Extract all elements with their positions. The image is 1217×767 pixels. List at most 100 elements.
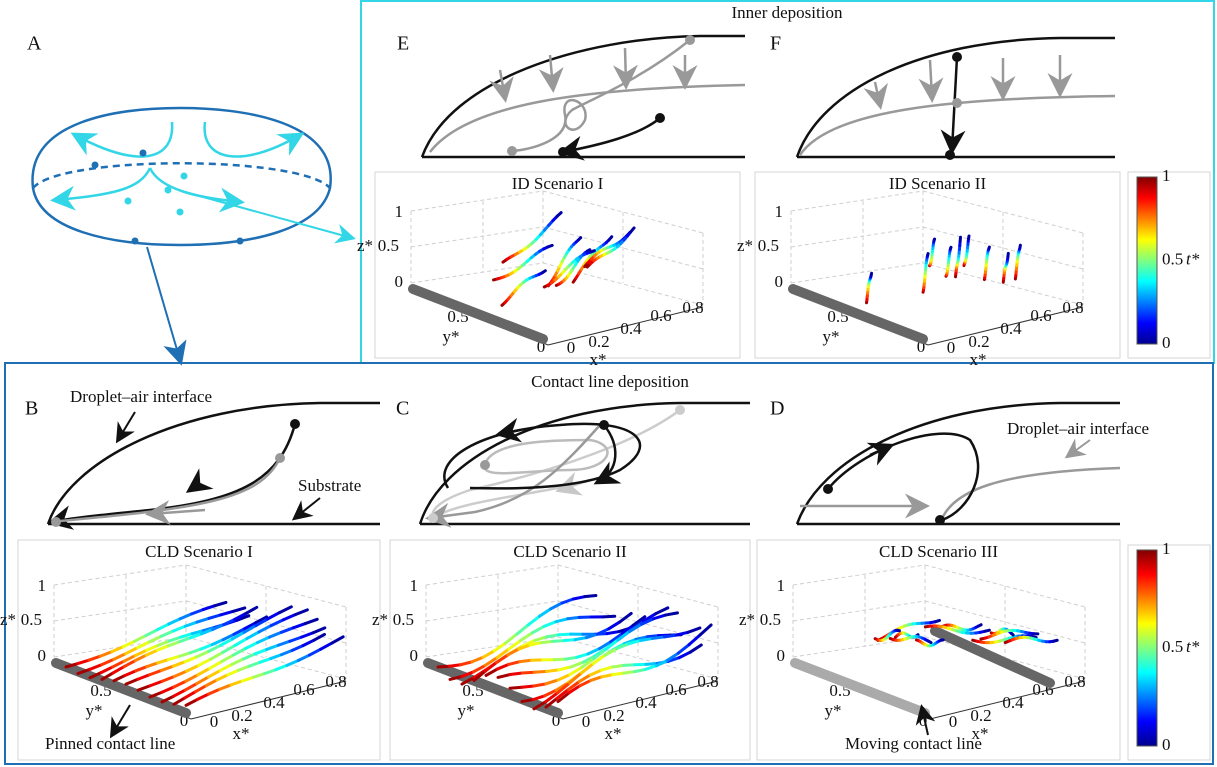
x-tick-label: 0.4 [1000, 319, 1022, 338]
trajectory [281, 613, 297, 622]
trajectory [618, 611, 633, 624]
contact-line [423, 658, 563, 718]
trajectory [575, 652, 590, 659]
trajectory [557, 632, 573, 637]
trajectory [585, 248, 592, 253]
trajectory [554, 681, 570, 692]
trajectory [532, 635, 549, 643]
trajectory [144, 628, 159, 638]
trajectory [243, 621, 258, 631]
grid-line [792, 564, 926, 586]
y-axis-label: y* [443, 327, 460, 346]
x-tick-label: 0.8 [1062, 298, 1083, 317]
trajectory [218, 637, 234, 647]
schematic-b [46, 401, 380, 530]
trajectory [221, 632, 236, 642]
trajectory [160, 674, 176, 683]
section-title: Contact line deposition [531, 372, 689, 391]
trajectory [622, 670, 637, 675]
trajectory [592, 647, 608, 661]
trajectory [688, 643, 703, 654]
colorbar-tick-label: 1 [1162, 539, 1171, 558]
grid-line [53, 600, 187, 622]
z-tick-label: 1 [410, 576, 419, 595]
colorbar-label: t* [1186, 249, 1200, 268]
trajectory [199, 627, 215, 636]
trajectory [520, 684, 536, 689]
z-axis-label: z* [737, 236, 753, 255]
trajectory [506, 647, 521, 657]
trajectory [556, 673, 572, 682]
trajectory [562, 638, 577, 643]
trajectory [293, 608, 309, 617]
trajectory [183, 690, 197, 700]
trajectory [515, 623, 530, 636]
grid-line [425, 600, 559, 622]
axis-line [927, 306, 1084, 346]
panel-label: B [25, 398, 38, 420]
plot-box [374, 171, 741, 359]
trajectory [933, 618, 941, 624]
trajectory [172, 688, 187, 698]
trajectory [552, 657, 567, 662]
trajectory [526, 614, 541, 627]
trajectory [172, 696, 187, 706]
trajectory [134, 665, 149, 673]
trajectory [629, 226, 636, 234]
trajectory [207, 613, 223, 620]
trajectory [568, 665, 584, 677]
trajectory [447, 663, 463, 668]
trajectory [160, 694, 176, 704]
trajectory [495, 662, 511, 671]
x-tick-label: 0.2 [970, 706, 991, 725]
trajectory [622, 637, 638, 646]
trajectory [184, 673, 200, 683]
trajectory [472, 669, 487, 682]
trajectory [199, 643, 214, 651]
trajectory [195, 675, 211, 686]
contact-line [51, 658, 191, 718]
trajectory [240, 675, 255, 683]
x-tick-label: 0.4 [263, 693, 285, 712]
trajectory [544, 678, 560, 686]
trajectory [531, 694, 547, 702]
trajectory [160, 685, 176, 694]
trajectory [686, 626, 702, 634]
trajectory [571, 595, 587, 601]
y-tick-label: 0 [917, 337, 926, 356]
trajectory [156, 639, 171, 647]
trajectory [496, 673, 512, 679]
trajectory [508, 685, 524, 690]
y-tick-label: 0 [537, 337, 546, 356]
trajectory [147, 634, 163, 644]
trajectory [235, 614, 251, 622]
trajectory [155, 644, 170, 652]
trajectory [207, 643, 222, 653]
trajectory [460, 675, 476, 686]
x-tick-label: 0.8 [325, 672, 346, 691]
z-tick-label: 1 [775, 202, 784, 221]
plot-box [754, 171, 1121, 359]
annotation: Substrate [298, 476, 361, 495]
trajectory [519, 631, 534, 643]
x-tick-label: 0.8 [682, 298, 703, 317]
trajectory [577, 673, 592, 684]
schematic-c [418, 401, 750, 528]
trajectory [99, 665, 115, 675]
trajectory [481, 649, 496, 659]
trajectory [546, 243, 554, 249]
trajectory [540, 269, 547, 275]
grid-line [53, 564, 187, 586]
trajectory [532, 700, 548, 711]
contact-line [790, 658, 930, 718]
trajectory [288, 635, 304, 643]
trajectory [210, 638, 225, 647]
trajectory [145, 643, 160, 652]
trajectory [98, 650, 114, 658]
trajectory [148, 668, 163, 677]
trajectory [122, 654, 137, 663]
z-tick-label: 0.5 [21, 610, 42, 629]
axis-line [190, 680, 347, 720]
trajectory [229, 679, 244, 687]
